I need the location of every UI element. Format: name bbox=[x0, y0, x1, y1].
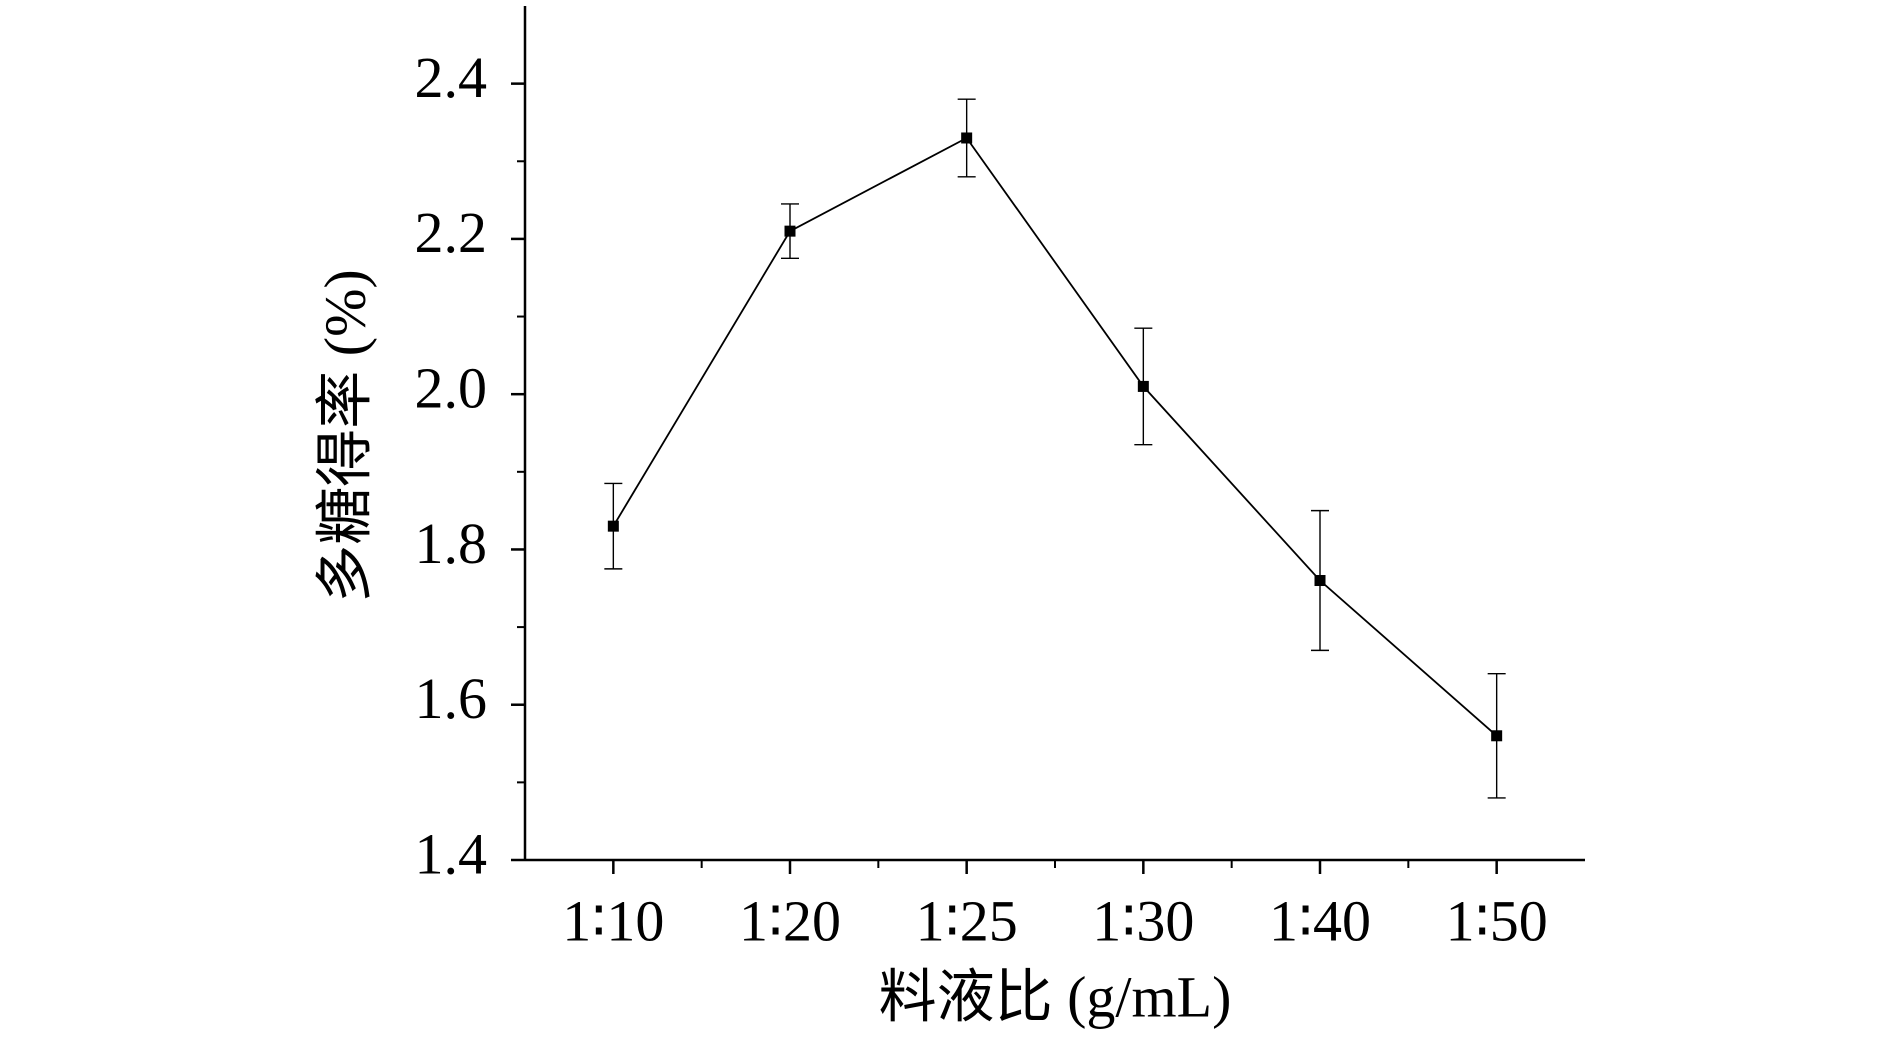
data-line bbox=[612, 136, 1498, 737]
x-tick-label: 1∶20 bbox=[739, 888, 841, 953]
x-tick-label: 1∶10 bbox=[562, 888, 664, 953]
y-tick-label: 2.4 bbox=[415, 45, 488, 110]
data-point bbox=[961, 132, 973, 144]
x-tick-label: 1∶40 bbox=[1269, 888, 1371, 953]
y-tick-label: 1.4 bbox=[415, 821, 488, 886]
x-tick-label: 1∶50 bbox=[1446, 888, 1548, 953]
x-tick-label: 1∶30 bbox=[1092, 888, 1194, 953]
y-tick-label: 2.2 bbox=[415, 200, 488, 265]
y-tick-label: 2.0 bbox=[415, 355, 488, 420]
y-tick-label: 1.6 bbox=[415, 666, 488, 731]
data-point bbox=[1314, 575, 1326, 587]
x-axis-label: 料液比 (g/mL) bbox=[879, 964, 1232, 1029]
data-point bbox=[784, 225, 796, 237]
x-tick-label: 1∶25 bbox=[916, 888, 1018, 953]
data-point bbox=[607, 520, 619, 532]
y-tick-label: 1.8 bbox=[415, 511, 488, 576]
data-point bbox=[1491, 730, 1503, 742]
y-axis-label: 多糖得率 (%) bbox=[312, 269, 377, 602]
data-point bbox=[1137, 380, 1149, 392]
